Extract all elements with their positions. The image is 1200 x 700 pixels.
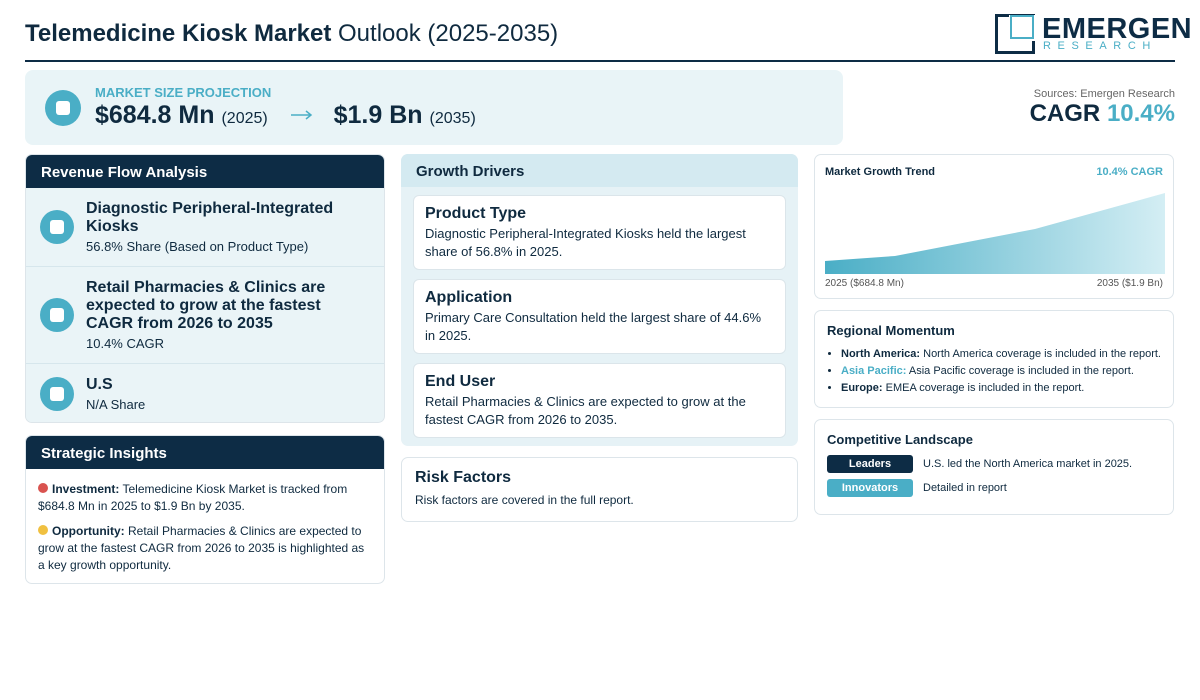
trend-start: 2025 ($684.8 Mn) [825, 278, 904, 289]
insights-body: Investment: Telemedicine Kiosk Market is… [26, 469, 384, 574]
projection-box [25, 70, 843, 145]
flow-title: Diagnostic Peripheral-Integrated Kiosks [86, 200, 334, 235]
insight-label: Opportunity: [52, 524, 125, 538]
comp-text: U.S. led the North America market in 202… [923, 458, 1133, 470]
flow-title: U.S [86, 376, 113, 393]
comp-row: Innovators Detailed in report [827, 479, 1161, 497]
flow-detail: N/A Share [86, 397, 146, 412]
comp-tag: Leaders [827, 455, 913, 473]
icon [38, 525, 48, 535]
projection-values: $684.8 Mn (2025) $1.9 Bn (2035) [95, 101, 476, 130]
title: Telemedicine Kiosk Market Outlook (2025-… [25, 20, 558, 48]
end-value: $1.9 Bn [333, 101, 423, 129]
flow-item: Diagnostic Peripheral-Integrated Kiosks 5… [26, 188, 384, 267]
projection-icon [45, 90, 81, 126]
start-value: $684.8 Mn [95, 101, 215, 129]
region-text: Asia Pacific coverage is included in the… [908, 365, 1134, 377]
risk-panel: Risk Factors Risk factors are covered in… [401, 457, 798, 522]
logo-icon [995, 14, 1035, 54]
cagr-label: CAGR [1029, 100, 1101, 127]
panel-title: Revenue Flow Analysis [26, 155, 384, 188]
cagr: CAGR 10.4% [1030, 100, 1175, 128]
flow-detail: 10.4% CAGR [86, 336, 165, 351]
region-name: Europe: [841, 382, 883, 394]
insight-label: Investment: [52, 482, 120, 496]
flow-item: Retail Pharmacies & Clinics are expected… [26, 267, 384, 364]
region-name: North America: [841, 348, 921, 360]
driver-title: Product Type [425, 205, 527, 222]
revenue-flow-panel: Revenue Flow Analysis Diagnostic Periphe… [25, 154, 385, 423]
driver-text: Diagnostic Peripheral-Integrated Kiosks … [425, 226, 746, 259]
trend-title: Market Growth Trend [825, 166, 936, 178]
region-item: North America: North America coverage is… [841, 346, 1161, 363]
logo-main: EMERGEN [1042, 13, 1193, 45]
start-year: (2025) [221, 110, 268, 127]
panel-title: Regional Momentum [827, 323, 955, 338]
trend-end: 2035 ($1.9 Bn) [1096, 278, 1163, 289]
cagr-value: 10.4% [1106, 100, 1175, 127]
flow-item: U.S N/A Share [26, 364, 384, 422]
insight-text: Retail Pharmacies & Clinics are expected… [38, 524, 365, 572]
trend-badge: 10.4% CAGR [1096, 166, 1163, 178]
region-text: EMEA coverage is included in the report. [885, 382, 1085, 394]
panel-title: Strategic Insights [26, 436, 384, 469]
region-name: Asia Pacific: [841, 365, 907, 377]
trend-panel: Market Growth Trend 10.4% CAGR 2025 ($68… [814, 154, 1174, 299]
sources: Sources: Emergen Research [1033, 88, 1175, 100]
region-text: North America coverage is included in th… [923, 348, 1161, 360]
comp-tag: Innovators [827, 479, 913, 497]
header-rule [25, 60, 1175, 62]
arrow [290, 110, 312, 120]
flow-detail: 56.8% Share (Based on Product Type) [86, 239, 309, 254]
flow-title: Retail Pharmacies & Clinics are expected… [86, 279, 326, 332]
driver-card: Application Primary Care Consultation hel… [413, 279, 786, 354]
panel-title: Competitive Landscape [827, 432, 973, 447]
growth-drivers-panel: Growth Drivers Product Type Diagnostic Pe… [401, 154, 798, 446]
panel-title: Risk Factors [415, 469, 512, 486]
driver-card: End User Retail Pharmacies & Clinics are … [413, 363, 786, 438]
regional-panel: Regional Momentum North America: North A… [814, 310, 1174, 408]
driver-text: Retail Pharmacies & Clinics are expected… [425, 394, 746, 427]
icon [38, 483, 48, 493]
title-rest: Outlook (2025-2035) [338, 20, 559, 47]
icon [40, 377, 74, 411]
insight-text: Telemedicine Kiosk Market is tracked fro… [38, 482, 348, 513]
driver-text: Primary Care Consultation held the large… [425, 310, 762, 343]
trend-area [825, 193, 1165, 274]
title-bold: Telemedicine Kiosk Market [25, 20, 332, 47]
panel-title: Growth Drivers [401, 154, 798, 187]
driver-card: Product Type Diagnostic Peripheral-Integr… [413, 195, 786, 270]
region-list: North America: North America coverage is… [827, 346, 1161, 397]
projection-label: MARKET SIZE PROJECTION [95, 85, 272, 100]
driver-title: Application [425, 289, 513, 306]
driver-title: End User [425, 373, 496, 390]
end-year: (2035) [429, 110, 476, 127]
logo-sub: RESEARCH [1043, 40, 1157, 52]
icon [40, 298, 74, 332]
comp-text: Detailed in report [923, 482, 1007, 494]
risk-text: Risk factors are covered in the full rep… [415, 493, 634, 507]
insight: Investment: Telemedicine Kiosk Market is… [38, 481, 372, 515]
strategic-insights-panel: Strategic Insights Investment: Telemedic… [25, 435, 385, 584]
comp-row: Leaders U.S. led the North America market… [827, 455, 1161, 473]
icon [40, 210, 74, 244]
region-item: Europe: EMEA coverage is included in the… [841, 380, 1161, 397]
competitive-panel: Competitive Landscape Leaders U.S. led th… [814, 419, 1174, 515]
insight: Opportunity: Retail Pharmacies & Clinics… [38, 523, 372, 574]
region-item: Asia Pacific: Asia Pacific coverage is i… [841, 363, 1161, 380]
